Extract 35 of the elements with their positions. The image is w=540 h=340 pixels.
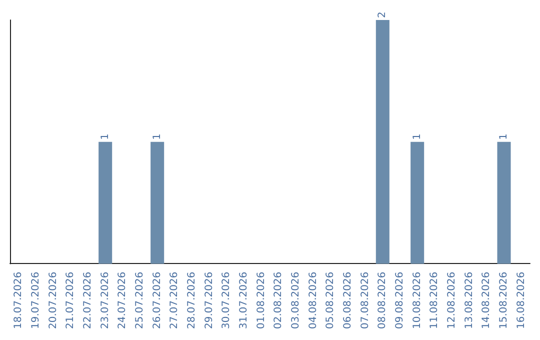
x-tick-label: 14.08.2026 [481,272,492,330]
x-tick-label: 11.08.2026 [429,272,440,330]
x-tick-label: 08.08.2026 [377,272,388,330]
x-tick-label: 12.08.2026 [446,272,458,330]
x-tick-label: 19.07.2026 [30,272,42,330]
x-tick-label: 05.08.2026 [325,272,336,330]
x-tick-label: 07.08.2026 [360,272,371,330]
x-tick-label: 24.07.2026 [117,272,128,330]
x-tick-label: 22.07.2026 [82,272,94,330]
x-tick-label: 21.07.2026 [65,272,76,330]
x-tick-label: 13.08.2026 [464,272,475,330]
data-label: 1 [152,133,163,140]
x-tick-label: 15.08.2026 [498,272,510,330]
x-tick-label: 25.07.2026 [134,272,146,330]
x-tick-label: 23.07.2026 [100,272,111,330]
data-label: 2 [377,12,388,18]
x-tick-label: 20.07.2026 [48,272,59,330]
x-tick-label: 26.07.2026 [152,272,163,330]
data-label: 1 [100,133,111,140]
x-tick-label: 04.08.2026 [308,272,319,330]
x-tick-label: 28.07.2026 [186,272,198,330]
x-tick-label: 29.07.2026 [204,272,215,330]
x-tick-label: 03.08.2026 [290,272,302,330]
x-tick-label: 10.08.2026 [412,272,423,330]
data-label: 1 [498,133,510,140]
x-tick-label: 31.07.2026 [238,272,250,330]
x-tick-label: 16.08.2026 [516,272,527,330]
x-tick-label: 18.07.2026 [13,272,24,330]
x-tick-label: 06.08.2026 [342,272,354,330]
x-tick-label: 01.08.2026 [256,272,267,330]
x-tick-label: 09.08.2026 [394,272,406,330]
data-label: 1 [412,133,423,140]
x-tick-label: 02.08.2026 [273,272,284,330]
x-tick-label: 30.07.2026 [221,272,232,330]
x-tick-label: 27.07.2026 [169,272,180,330]
